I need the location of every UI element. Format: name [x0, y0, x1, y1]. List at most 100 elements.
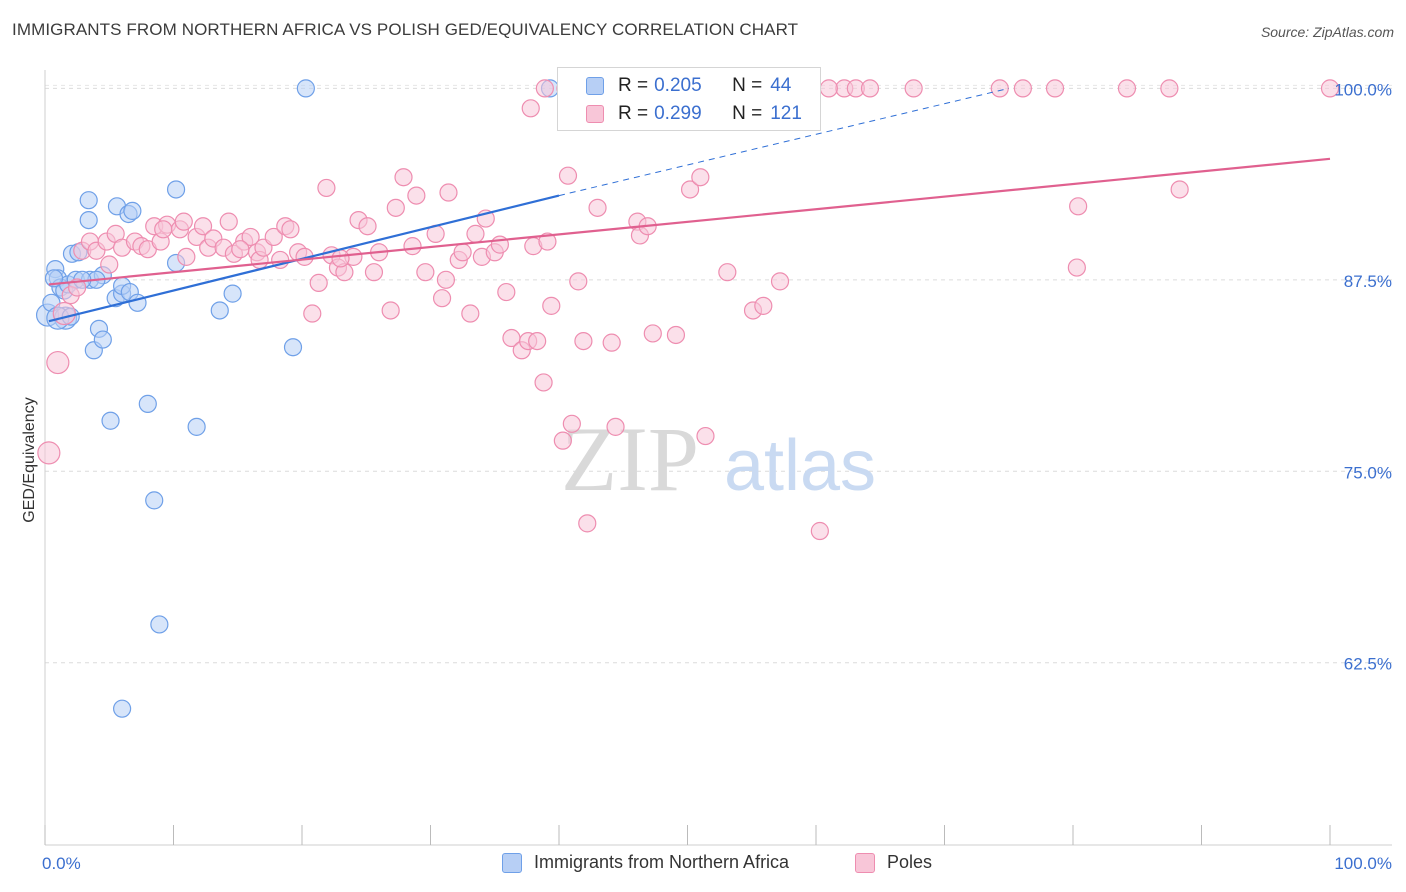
- poles-point: [1160, 79, 1179, 98]
- poles-point: [466, 224, 485, 243]
- immigrants-point: [150, 615, 169, 634]
- x-tick-label: 0.0%: [42, 854, 81, 873]
- legend-swatch-pink: [855, 852, 875, 873]
- poles-trend-line: [48, 157, 1331, 286]
- immigrants-point: [187, 417, 206, 436]
- immigrants-point: [138, 394, 157, 413]
- legend-r-label: R =: [618, 103, 649, 124]
- poles-point: [1320, 79, 1340, 98]
- poles-point: [281, 220, 300, 239]
- poles-point: [904, 79, 923, 98]
- bottom-legend-immigrants: Immigrants from Northern Africa: [502, 852, 789, 873]
- poles-point: [100, 255, 119, 274]
- poles-point: [358, 217, 377, 236]
- poles-point: [990, 79, 1009, 98]
- poles-point: [562, 414, 581, 433]
- immigrants-point: [79, 191, 98, 210]
- legend-n-value: 121: [770, 103, 802, 124]
- poles-point: [1170, 180, 1189, 199]
- poles-point: [193, 217, 213, 236]
- immigrants-point: [93, 330, 112, 349]
- poles-point: [154, 220, 173, 239]
- bottom-legend-poles: Poles: [855, 852, 932, 873]
- poles-point: [521, 99, 540, 118]
- poles-point: [1069, 197, 1088, 216]
- poles-point: [52, 301, 76, 326]
- poles-point: [416, 263, 435, 282]
- poles-point: [231, 240, 250, 259]
- poles-point: [46, 350, 70, 375]
- poles-point: [754, 296, 773, 315]
- poles-point: [436, 270, 456, 289]
- legend-n-value: 44: [770, 75, 792, 96]
- correlation-legend: R = 0.205 N = 44 R = 0.299 N = 121: [557, 67, 821, 131]
- poles-point: [860, 79, 880, 98]
- source-label: Source: ZipAtlas.com: [1260, 24, 1394, 40]
- poles-point: [1045, 79, 1065, 98]
- poles-point: [696, 426, 715, 446]
- legend-swatch-blue: [586, 77, 604, 95]
- legend-r-value: 0.299: [654, 103, 702, 124]
- poles-point: [177, 247, 196, 266]
- poles-point: [691, 168, 710, 187]
- poles-point: [241, 227, 260, 247]
- poles-point: [407, 186, 426, 205]
- poles-point: [770, 272, 790, 291]
- poles-point: [810, 521, 829, 541]
- legend-row-immigrants: R = 0.205 N = 44: [558, 71, 791, 101]
- legend-series-name: Poles: [887, 852, 933, 872]
- poles-point: [1067, 258, 1086, 277]
- trend-lines: [48, 87, 1331, 323]
- legend-r-value: 0.205: [654, 75, 702, 96]
- poles-point: [588, 198, 607, 217]
- legend-row-poles: R = 0.299 N = 121: [558, 99, 802, 129]
- poles-point: [606, 417, 625, 436]
- poles-point: [386, 198, 405, 217]
- poles-point: [309, 273, 328, 292]
- immigrants-point: [283, 338, 303, 357]
- immigrants-point: [123, 201, 142, 221]
- poles-point: [680, 180, 700, 199]
- immigrants-point: [210, 301, 229, 320]
- poles-point: [666, 325, 686, 345]
- immigrants-point: [112, 699, 132, 718]
- axes: [44, 70, 1392, 846]
- immigrants-point: [223, 284, 242, 303]
- immigrants-point: [296, 79, 315, 98]
- poles-point: [364, 263, 384, 282]
- data-points: [35, 79, 1340, 718]
- poles-point: [538, 232, 557, 251]
- poles-point: [718, 263, 737, 282]
- watermark: ZIP atlas: [561, 408, 876, 510]
- legend-swatch-blue: [502, 852, 522, 873]
- legend-n-label: N =: [732, 75, 763, 96]
- poles-point: [643, 324, 662, 343]
- chart-title: IMMIGRANTS FROM NORTHERN AFRICA VS POLIS…: [12, 20, 799, 39]
- poles-point: [453, 243, 472, 262]
- poles-point: [578, 514, 597, 533]
- immigrants-point: [101, 411, 120, 430]
- poles-point: [37, 441, 61, 465]
- poles-point: [461, 304, 480, 323]
- poles-point: [1117, 79, 1137, 98]
- immigrants-trend-extension: [558, 87, 1009, 197]
- poles-point: [331, 249, 350, 268]
- y-tick-label: 87.5%: [1344, 272, 1392, 291]
- y-tick-label: 75.0%: [1344, 463, 1392, 482]
- poles-point: [497, 282, 516, 302]
- poles-point: [68, 278, 87, 297]
- poles-point: [542, 296, 561, 315]
- poles-point: [403, 237, 422, 256]
- poles-point: [381, 301, 400, 320]
- legend-swatch-pink: [586, 105, 604, 123]
- poles-point: [528, 331, 547, 351]
- poles-point: [558, 166, 578, 185]
- poles-point: [553, 431, 572, 450]
- poles-point: [317, 178, 336, 198]
- poles-point: [569, 272, 588, 291]
- poles-point: [535, 79, 554, 98]
- y-tick-label: 100.0%: [1334, 80, 1392, 99]
- poles-point: [602, 333, 621, 352]
- x-tick-label: 100.0%: [1334, 854, 1392, 873]
